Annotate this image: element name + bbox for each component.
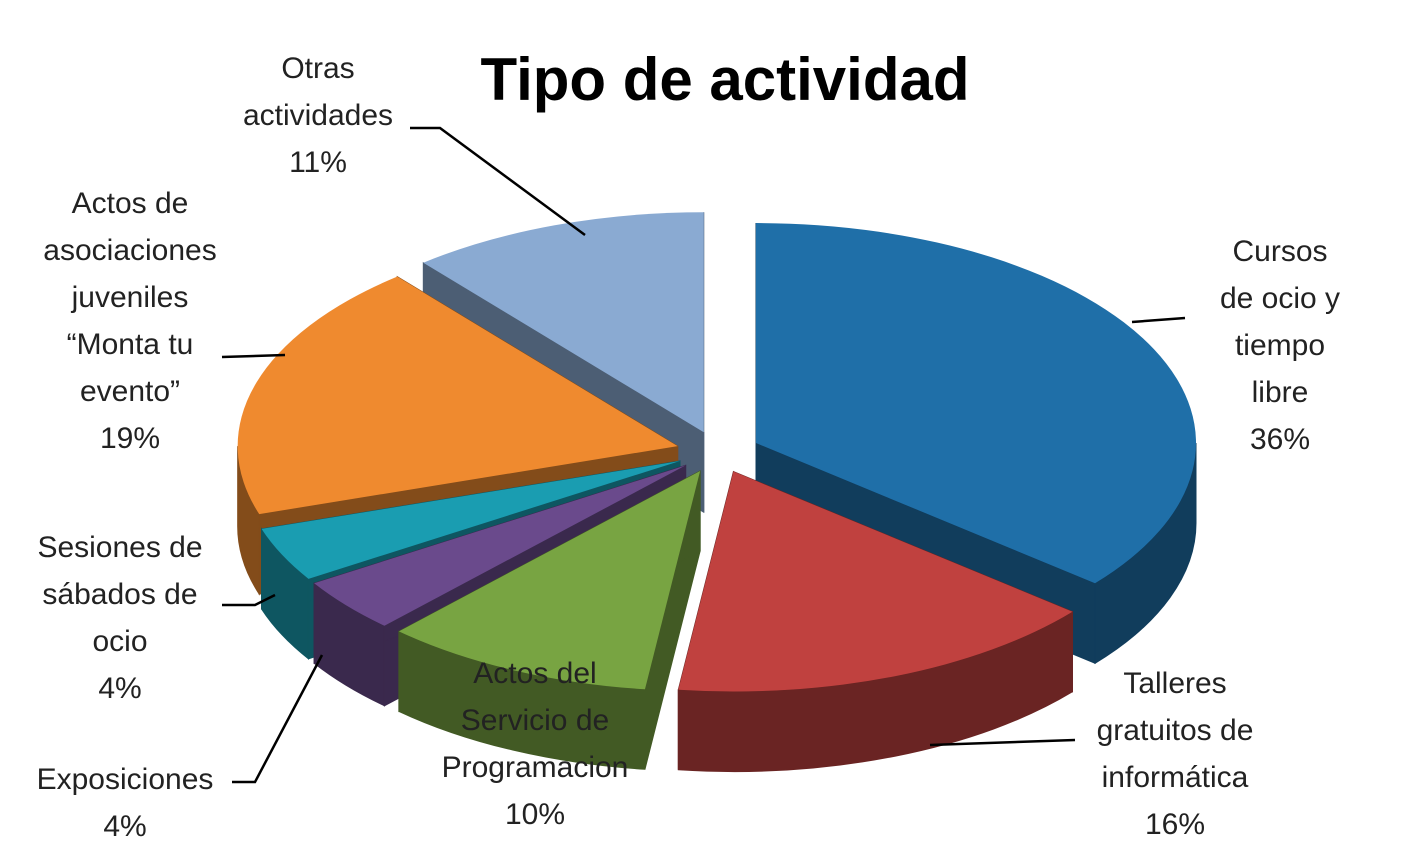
slice-label: Otras actividades 11% — [243, 45, 393, 186]
value-label: 10% — [504, 798, 566, 831]
slice-label: Actos del Servicio de Programacion 10% — [442, 650, 629, 838]
leader-line — [222, 593, 276, 607]
value-label: 4% — [103, 810, 147, 843]
value-label: 11% — [289, 146, 347, 179]
leader-line — [929, 738, 1076, 747]
slice-group — [398, 470, 701, 770]
slice — [398, 471, 701, 690]
value-label: 36% — [1249, 423, 1311, 456]
leader-line — [221, 353, 286, 359]
category-label: Otras actividades — [242, 52, 394, 132]
leader-line — [410, 126, 586, 237]
leader-line — [1131, 316, 1186, 324]
slice-label: Cursos de ocio y tiempo libre 36% — [1212, 228, 1348, 463]
slice-label: Talleres gratuitos de informática 16% — [1097, 660, 1254, 843]
value-label: 19% — [99, 422, 161, 455]
category-label: Cursos de ocio y tiempo libre — [1219, 235, 1341, 409]
slice-label: Actos de asociaciones juveniles “Monta t… — [43, 180, 216, 462]
chart-title: Tipo de actividad — [480, 46, 970, 113]
slice — [314, 465, 686, 626]
value-label: 16% — [1144, 808, 1206, 841]
category-label: Exposiciones — [36, 763, 214, 796]
slice — [423, 212, 704, 433]
slice — [237, 276, 678, 515]
slice — [678, 471, 1073, 692]
slice — [261, 460, 680, 579]
slice — [756, 223, 1197, 584]
slice-label: Exposiciones 4% — [37, 756, 214, 843]
value-label: 4% — [98, 672, 142, 705]
category-label: Sesiones de sábados de ocio — [37, 531, 203, 658]
category-label: Talleres gratuitos de informática — [1096, 667, 1254, 794]
slice-group — [677, 470, 1073, 773]
slice-label: Sesiones de sábados de ocio 4% — [37, 524, 202, 712]
leader-line — [232, 654, 324, 784]
category-label: Actos del Servicio de Programacion — [441, 657, 629, 784]
category-label: Actos de asociaciones juveniles “Monta t… — [43, 187, 217, 408]
